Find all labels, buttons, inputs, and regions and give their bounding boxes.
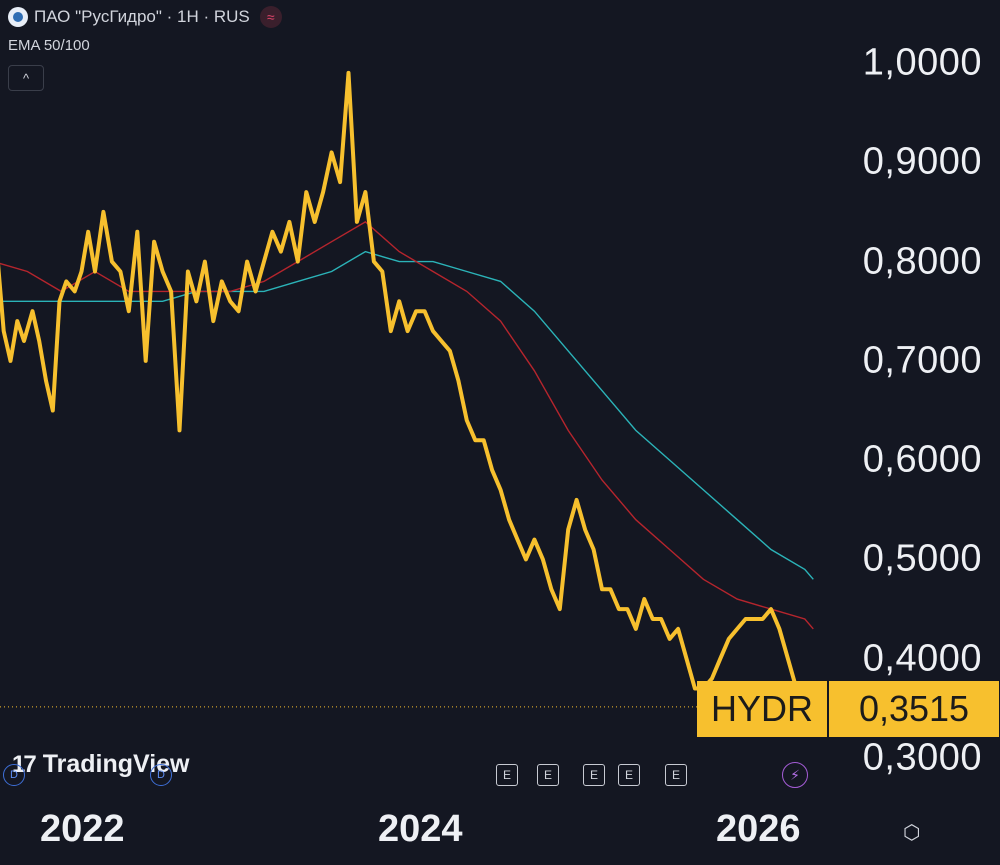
dividend-marker[interactable]: D bbox=[3, 764, 25, 786]
indicator-legend[interactable]: EMA 50/100 bbox=[8, 37, 90, 54]
y-tick-label: 1,0000 bbox=[862, 41, 982, 84]
y-tick-label: 0,6000 bbox=[862, 438, 982, 481]
earnings-marker[interactable]: E bbox=[537, 764, 559, 786]
symbol-tag: HYDR bbox=[697, 681, 827, 737]
settings-icon[interactable]: ⬡ bbox=[903, 822, 921, 844]
earnings-marker[interactable]: E bbox=[618, 764, 640, 786]
collapse-legend-button[interactable]: ^ bbox=[8, 65, 44, 91]
lightning-icon[interactable]: ⚡ bbox=[782, 762, 808, 788]
y-tick-label: 0,3000 bbox=[862, 736, 982, 779]
wave-icon[interactable]: ≈ bbox=[259, 6, 282, 28]
symbol-title[interactable]: ПАО "РусГидро" · 1H · RUS bbox=[34, 7, 250, 26]
ema100-line bbox=[0, 250, 814, 580]
dividend-marker[interactable]: D bbox=[150, 764, 172, 786]
company-logo-icon bbox=[8, 7, 28, 27]
earnings-marker[interactable]: E bbox=[496, 764, 518, 786]
earnings-marker[interactable]: E bbox=[665, 764, 687, 786]
y-tick-label: 0,7000 bbox=[862, 339, 982, 382]
y-tick-label: 0,8000 bbox=[862, 240, 982, 283]
chart-header[interactable]: ПАО "РусГидро" · 1H · RUS ≈ bbox=[8, 6, 282, 28]
y-tick-label: 0,4000 bbox=[862, 637, 982, 680]
earnings-marker[interactable]: E bbox=[583, 764, 605, 786]
x-tick-label: 2024 bbox=[378, 808, 463, 850]
price-line bbox=[0, 70, 816, 709]
x-tick-label: 2022 bbox=[40, 808, 125, 850]
y-tick-label: 0,9000 bbox=[862, 140, 982, 183]
last-price-tag: 0,3515 bbox=[829, 681, 999, 737]
x-tick-label: 2026 bbox=[716, 808, 801, 850]
y-tick-label: 0,5000 bbox=[862, 537, 982, 580]
chevron-up-icon: ^ bbox=[22, 70, 30, 86]
